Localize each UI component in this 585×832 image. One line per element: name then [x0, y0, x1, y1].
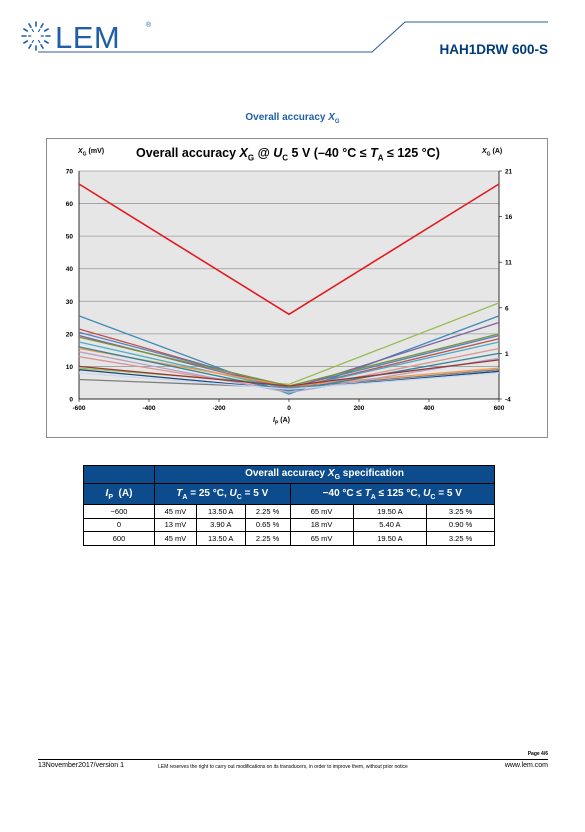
table-col-ip: IP (A) [83, 483, 155, 505]
x-tick-label: -400 [142, 405, 155, 412]
y-tick-label-right: 16 [505, 214, 513, 221]
lem-sunburst-icon [21, 21, 51, 51]
table-cell: −600 [83, 504, 155, 519]
series-line [78, 183, 500, 316]
footer-url: www.lem.com [504, 762, 548, 769]
y-tick-label-right: -4 [505, 397, 511, 404]
table-cell: 2.25 % [244, 504, 291, 519]
series-line [78, 351, 500, 394]
table-group-range: −40 °C ≤ TA ≤ 125 °C, UC = 5 V [289, 483, 496, 505]
x-axis-label: IP (A) [273, 417, 290, 427]
y-tick-label-right: 11 [505, 260, 512, 267]
y-axis-label-right: XG (A) [482, 148, 503, 158]
x-tick-label: -200 [212, 405, 225, 412]
table-cell: 600 [83, 531, 155, 546]
y-tick-label-left: 40 [66, 266, 74, 273]
table-cell: 2.25 % [244, 531, 291, 546]
y-tick-label-left: 50 [66, 234, 74, 241]
table-cell: 65 mV [289, 504, 354, 519]
lem-logo-text: LEM [55, 20, 121, 55]
table-main-header: Overall accuracy XG specification [154, 465, 495, 484]
footer-disclaimer: LEM reserves the right to carry out modi… [158, 764, 408, 770]
header-rule [38, 21, 548, 53]
table-row: 0 13 mV 3.90 A 0.65 % 18 mV 5.40 A 0.90 % [83, 517, 495, 532]
y-tick-label-right: 6 [505, 305, 509, 312]
footer-date-version: 13November2017/version 1 [38, 762, 124, 769]
series-line [78, 315, 500, 395]
table-cell: 13.50 A [195, 504, 246, 519]
x-tick-label: 400 [424, 405, 435, 412]
table-cell: 3.25 % [426, 504, 495, 519]
y-tick-label-right: 21 [505, 169, 513, 176]
table-cell: 0.65 % [244, 517, 291, 532]
table-cell: 45 mV [154, 504, 197, 519]
y-tick-label-left: 60 [66, 201, 74, 208]
page-number: Page 4/6 [527, 751, 548, 757]
registered-mark: ® [146, 22, 152, 29]
y-tick-label-right: 1 [505, 351, 509, 358]
table-cell: 0.90 % [426, 517, 495, 532]
caption-text: Overall accuracy XG [245, 112, 340, 125]
series-line [78, 369, 500, 389]
series-line [78, 372, 500, 390]
table-group-25c: TA = 25 °C, UC = 5 V [154, 483, 291, 505]
y-tick-label-left: 10 [66, 364, 74, 371]
table-row: 600 45 mV 13.50 A 2.25 % 65 mV 19.50 A 3.25 % [83, 531, 495, 546]
table-cell: 0 [83, 517, 155, 532]
chart-caption: Overall accuracy XG [0, 112, 585, 125]
table-cell: 19.50 A [352, 504, 428, 519]
table-cell: 13.50 A [195, 531, 246, 546]
table-cell: 65 mV [289, 531, 354, 546]
table-cell: 18 mV [289, 517, 354, 532]
table-cell: 45 mV [154, 531, 197, 546]
footer-rule [38, 759, 548, 760]
y-tick-label-left: 20 [66, 331, 74, 338]
series-line [78, 346, 500, 392]
header-decoration [21, 21, 548, 53]
table-cell: 19.50 A [352, 531, 428, 546]
y-tick-label-left: 70 [66, 169, 74, 176]
y-axis-label-left: XG (mV) [78, 148, 105, 158]
table-corner [83, 465, 155, 484]
chart-title: Overall accuracy XG @ UC 5 V (–40 °C ≤ T… [136, 146, 440, 163]
y-tick-label-left: 0 [69, 397, 73, 404]
table-cell: 3.25 % [426, 531, 495, 546]
table-cell: 5.40 A [352, 517, 428, 532]
table-row: −600 45 mV 13.50 A 2.25 % 65 mV 19.50 A 3.25 % [83, 504, 495, 519]
table-cell: 3.90 A [195, 517, 246, 532]
x-tick-label: 0 [287, 405, 291, 412]
x-tick-label: -600 [72, 405, 85, 412]
part-number: HAH1DRW 600-S [439, 42, 548, 57]
x-tick-label: 200 [354, 405, 365, 412]
x-tick-label: 600 [494, 405, 505, 412]
accuracy-spec-table: Overall accuracy XG specification IP (A)… [83, 465, 496, 546]
table-cell: 13 mV [154, 517, 197, 532]
y-tick-label-left: 30 [66, 299, 74, 306]
series-line [78, 359, 500, 387]
